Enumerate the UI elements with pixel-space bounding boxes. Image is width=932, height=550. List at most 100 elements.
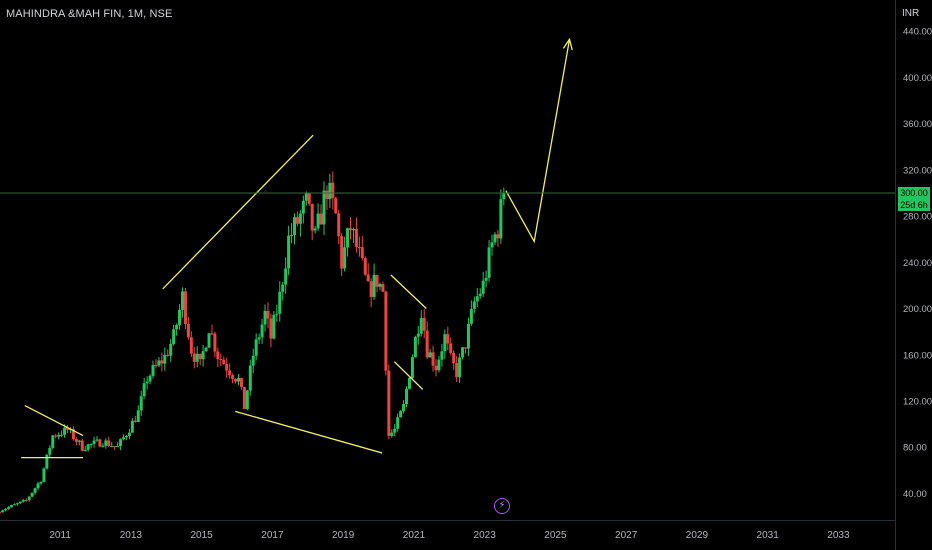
candle-body [499, 199, 503, 239]
arrow-head [562, 37, 573, 51]
candle-body [407, 377, 411, 389]
candle-body [325, 190, 329, 199]
candle-body [98, 439, 102, 447]
candle-body [369, 281, 373, 297]
candle-body [478, 293, 482, 297]
candle-body [293, 217, 297, 235]
candle-body [493, 234, 497, 243]
candle-body [257, 337, 261, 340]
candle-body [443, 334, 447, 352]
candle-body [452, 352, 456, 364]
candle-body [24, 500, 28, 502]
y-tick-label: 400.00 [903, 73, 932, 84]
y-tick-label: 280.00 [903, 212, 932, 223]
candle-body [360, 247, 364, 259]
candle-body [201, 351, 205, 360]
candle-body [231, 375, 235, 379]
candle-body [92, 440, 96, 444]
x-tick-label: 2019 [332, 530, 355, 541]
x-tick-label: 2029 [686, 530, 709, 541]
candle-body [316, 213, 320, 229]
trendline [162, 134, 314, 290]
x-tick-label: 2025 [544, 530, 567, 541]
candle-body [295, 217, 299, 224]
candle-body [180, 291, 184, 311]
candle-body [431, 352, 435, 366]
y-axis[interactable]: 40.00 80.00 120.00 160.00 200.00 240.00 280.00… [903, 27, 932, 500]
candle-body [275, 313, 279, 315]
candle-body [63, 427, 67, 435]
candle-body [175, 324, 179, 330]
x-tick-label: 2013 [120, 530, 143, 541]
candle-body [340, 236, 344, 269]
candle-body [254, 339, 258, 356]
candle-body [12, 504, 16, 506]
candle-body [337, 213, 341, 237]
y-tick-label: 40.00 [903, 489, 927, 500]
candle-body [39, 481, 43, 484]
candle-body [15, 503, 19, 505]
candle-body [104, 440, 108, 446]
currency-label: INR [902, 8, 920, 19]
x-tick-label: 2023 [474, 530, 497, 541]
candle-body [222, 359, 226, 365]
candle-body [4, 508, 8, 511]
candle-body [219, 359, 223, 361]
candle-body [145, 381, 149, 384]
candle-body [124, 435, 128, 438]
candle-body [393, 428, 397, 433]
candle-body [236, 378, 240, 382]
y-tick-label: 440.00 [903, 27, 932, 38]
candle-body [33, 488, 37, 493]
candle-body [366, 274, 370, 282]
trendline [235, 410, 383, 454]
y-tick-label: 320.00 [903, 165, 932, 176]
x-tick-label: 2015 [191, 530, 214, 541]
candle-body [313, 228, 317, 231]
candle-body [116, 446, 120, 448]
candle-body [266, 310, 270, 319]
candle-body [363, 258, 367, 275]
y-tick-label: 80.00 [903, 443, 927, 454]
candle-body [331, 182, 335, 199]
candle-body [21, 500, 25, 502]
candle-body [27, 496, 31, 501]
candle-body [446, 334, 450, 344]
candle-body [298, 213, 302, 224]
candle-body [402, 404, 406, 412]
x-tick-label: 2011 [49, 530, 71, 541]
candle-body [228, 370, 232, 376]
candle-body [9, 505, 13, 508]
candle-body [89, 443, 93, 445]
candle-body [83, 449, 87, 451]
candle-body [472, 301, 476, 309]
candle-body [346, 228, 350, 248]
candle-body [113, 445, 117, 447]
candle-body [30, 492, 34, 497]
candle-body [469, 308, 473, 324]
candle-body [410, 357, 414, 378]
candle-body [204, 347, 208, 352]
candle-body [136, 410, 140, 423]
candle-body [139, 396, 143, 411]
candle-body [54, 435, 58, 437]
candle-body [496, 234, 500, 239]
candle-body [213, 333, 217, 352]
candle-body [225, 364, 229, 371]
candle-body [487, 247, 491, 278]
candle-body [343, 247, 347, 269]
candle-body [351, 228, 355, 231]
candle-body [57, 434, 61, 437]
candle-body [234, 378, 238, 382]
candle-body [307, 193, 311, 204]
candle-body [416, 333, 420, 337]
lightning-bolt-icon[interactable]: ⚡ [494, 498, 510, 514]
candle-body [163, 354, 167, 364]
candle-body [440, 351, 444, 360]
x-axis[interactable]: 2011 2013 2015 2017 2019 2021 2023 2025 2027 2029… [49, 530, 850, 541]
candle-body [133, 420, 137, 423]
candle-body [301, 200, 305, 214]
x-tick-label: 2017 [261, 530, 284, 541]
candle-body [490, 242, 494, 248]
